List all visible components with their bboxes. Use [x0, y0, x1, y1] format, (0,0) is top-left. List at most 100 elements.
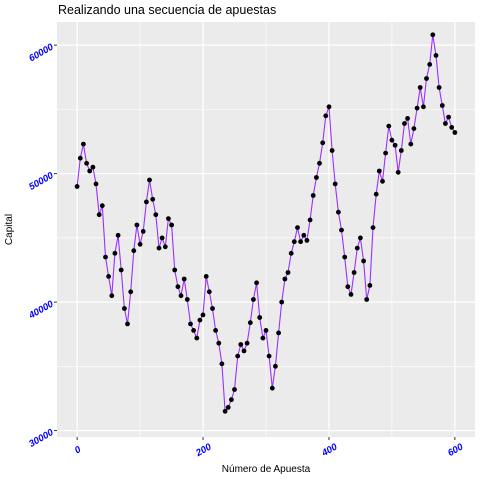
data-point [370, 225, 376, 231]
data-point [257, 315, 263, 320]
y-tick-label: 60000 [27, 41, 56, 64]
data-point [398, 148, 404, 153]
data-point [191, 328, 197, 333]
gridlines [57, 22, 475, 437]
y-axis-title: Capital [4, 214, 15, 245]
data-point [210, 306, 215, 311]
data-point [178, 293, 184, 299]
data-point [156, 245, 162, 251]
data-point [93, 181, 99, 187]
data-point [307, 217, 313, 223]
data-point [241, 348, 247, 354]
data-point [254, 280, 259, 286]
data-point [402, 121, 407, 126]
data-point [304, 238, 310, 243]
data-point [109, 293, 115, 299]
data-point [197, 317, 203, 323]
data-point [184, 297, 190, 302]
data-point [427, 62, 433, 67]
data-point [247, 320, 253, 326]
data-point [367, 283, 373, 288]
data-point [232, 387, 237, 392]
data-point [172, 267, 178, 273]
data-point [103, 254, 108, 260]
data-point [229, 397, 234, 403]
data-point [225, 405, 231, 410]
data-point [273, 363, 278, 369]
data-point [336, 209, 341, 215]
data-point [433, 53, 439, 58]
data-point [150, 196, 156, 202]
data-point [219, 361, 225, 367]
x-tick-label: 0 [73, 444, 84, 457]
y-tick-label: 30000 [27, 427, 56, 450]
data-point [175, 284, 181, 290]
data-point [206, 289, 212, 295]
chart-title: Realizando una secuencia de apuestas [58, 3, 276, 17]
data-point [147, 177, 152, 183]
data-point [439, 103, 445, 108]
data-point [383, 150, 388, 156]
data-point [169, 222, 175, 228]
data-point [235, 353, 241, 359]
data-point [90, 164, 96, 170]
data-point [424, 76, 429, 81]
data-point [125, 321, 130, 327]
data-point [137, 241, 143, 247]
y-tick-label: 40000 [26, 298, 56, 322]
data-point [203, 274, 209, 279]
data-point [452, 130, 458, 135]
data-point [317, 160, 322, 166]
data-point [301, 232, 307, 238]
data-point [361, 258, 366, 264]
data-point [332, 181, 338, 187]
data-point [118, 267, 124, 273]
data-point [373, 191, 379, 197]
data-point [131, 248, 137, 254]
data-point [446, 114, 451, 120]
data-point [380, 178, 385, 184]
data-point [443, 121, 448, 126]
data-point [188, 321, 193, 327]
data-point [288, 250, 294, 256]
data-point [216, 340, 222, 346]
data-point [421, 104, 426, 110]
data-point [364, 297, 370, 302]
data-point [386, 123, 392, 129]
data-point [84, 160, 89, 166]
data-point [345, 284, 351, 290]
data-point [194, 335, 200, 341]
data-point [269, 385, 275, 391]
x-tick-label: 200 [193, 441, 214, 459]
data-point [162, 244, 168, 250]
data-point [144, 199, 149, 205]
data-point [358, 235, 363, 241]
data-point [395, 169, 401, 175]
data-point [411, 126, 417, 131]
data-point [260, 335, 266, 341]
data-point [244, 340, 250, 346]
data-point [329, 148, 335, 153]
data-point [153, 212, 159, 218]
data-point [112, 250, 118, 256]
data-point [279, 299, 285, 305]
data-point [140, 229, 146, 234]
data-point [87, 168, 93, 174]
data-point [134, 222, 140, 228]
x-tick-label: 600 [446, 441, 466, 459]
data-point [159, 235, 165, 241]
data-point [392, 142, 398, 148]
data-point [298, 239, 303, 245]
data-point [408, 141, 414, 147]
data-point [181, 276, 187, 282]
data-point [342, 254, 348, 260]
data-point [99, 203, 105, 209]
data-point [266, 353, 272, 359]
data-point [213, 328, 219, 333]
data-point [295, 225, 300, 231]
data-point [200, 312, 206, 318]
x-tick-label: 400 [319, 441, 340, 459]
data-point [417, 85, 423, 90]
data-point [222, 408, 228, 414]
